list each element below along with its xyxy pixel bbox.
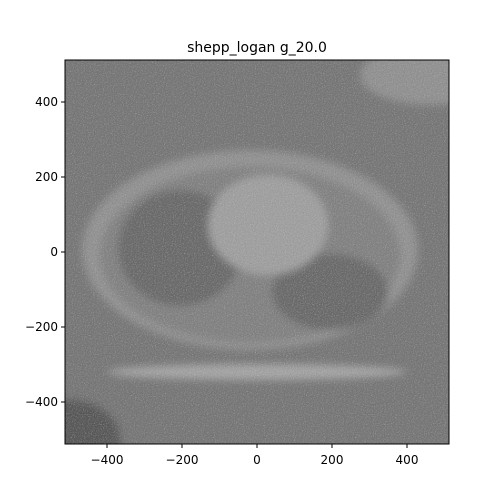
ct-image (65, 60, 449, 444)
x-tick-label: −400 (91, 453, 124, 467)
x-tick-label: 0 (253, 453, 261, 467)
y-tick-label: −200 (25, 320, 58, 334)
x-axis: −400 −200 0 200 400 (91, 444, 419, 467)
y-tick-label: 200 (35, 170, 58, 184)
top-right-shadow (360, 60, 449, 105)
x-tick-label: 400 (396, 453, 419, 467)
lower-arc-shape (107, 364, 407, 380)
right-lung-shape (272, 254, 388, 330)
chart-title: shepp_logan g_20.0 (187, 40, 327, 56)
y-tick-label: 400 (35, 95, 58, 109)
x-tick-label: −200 (166, 453, 199, 467)
y-axis: 400 200 0 −200 −400 (25, 95, 65, 409)
x-tick-label: 200 (321, 453, 344, 467)
y-tick-label: −400 (25, 395, 58, 409)
heart-shape (208, 175, 328, 275)
y-tick-label: 0 (50, 245, 58, 259)
bottom-left-shadow (65, 400, 120, 444)
